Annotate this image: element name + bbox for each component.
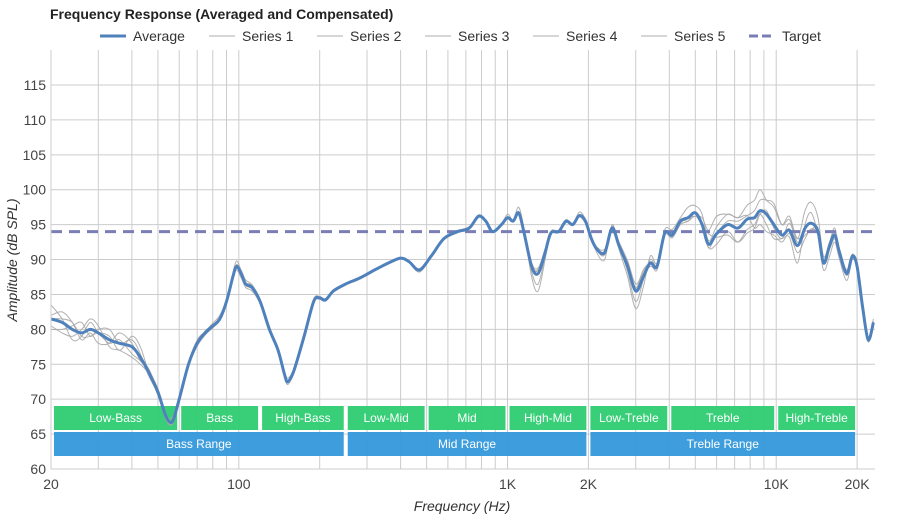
y-tick-label: 75 xyxy=(30,356,46,372)
chart-title: Frequency Response (Averaged and Compens… xyxy=(50,6,393,22)
legend-label: Series 5 xyxy=(674,28,726,44)
band-label: Bass Range xyxy=(166,437,232,451)
y-tick-label: 60 xyxy=(30,461,46,477)
y-tick-label: 65 xyxy=(30,426,46,442)
legend-label: Average xyxy=(133,28,185,44)
gridlines xyxy=(50,50,875,470)
x-tick-label: 10K xyxy=(764,476,790,492)
band-low-treble xyxy=(590,406,668,430)
legend-label: Series 3 xyxy=(458,28,510,44)
band-treble xyxy=(671,406,775,430)
band-label: Low-Treble xyxy=(599,411,659,425)
average-line xyxy=(51,209,875,425)
y-tick-label: 85 xyxy=(30,286,46,302)
legend: Average Series 1 Series 2 Series 3 Series 4 S… xyxy=(100,28,821,44)
legend-item-target: Target xyxy=(749,28,821,44)
y-tick-label: 90 xyxy=(30,252,46,268)
band-mid-range xyxy=(347,432,587,456)
frequency-bands: Low-Bass Bass High-Bass Low-Mid Mid High-Mid L… xyxy=(54,406,856,456)
band-high-treble xyxy=(778,406,856,430)
band-label: Low-Mid xyxy=(364,411,409,425)
y-axis-title: Amplitude (dB SPL) xyxy=(4,199,20,323)
band-bass xyxy=(181,406,259,430)
y-tick-label: 70 xyxy=(30,391,46,407)
band-high-bass xyxy=(262,406,344,430)
band-label: High-Bass xyxy=(275,411,330,425)
y-tick-label: 115 xyxy=(24,77,47,93)
legend-item-series-5: Series 5 xyxy=(641,28,726,44)
legend-item-average: Average xyxy=(100,28,185,44)
series-layer xyxy=(51,189,875,426)
legend-label: Series 2 xyxy=(350,28,402,44)
x-tick-label: 2K xyxy=(580,476,598,492)
y-tick-label: 110 xyxy=(24,112,47,128)
band-label: Low-Bass xyxy=(89,411,142,425)
band-low-mid xyxy=(347,406,425,430)
x-tick-label: 20K xyxy=(845,476,871,492)
y-tick-label: 100 xyxy=(23,182,47,198)
legend-item-series-3: Series 3 xyxy=(425,28,510,44)
band-label: Mid xyxy=(457,411,476,425)
band-label: High-Treble xyxy=(786,411,849,425)
band-mid xyxy=(428,406,506,430)
legend-item-series-1: Series 1 xyxy=(209,28,294,44)
band-label: Mid Range xyxy=(438,437,496,451)
x-axis-title: Frequency (Hz) xyxy=(414,498,510,514)
band-treble-range xyxy=(590,432,856,456)
x-tick-label: 20 xyxy=(43,476,59,492)
band-high-mid xyxy=(509,406,587,430)
band-bass-range xyxy=(54,432,344,456)
y-tick-label: 95 xyxy=(30,217,46,233)
x-tick-label: 100 xyxy=(227,476,251,492)
band-low-bass xyxy=(54,406,178,430)
legend-label: Series 1 xyxy=(242,28,294,44)
y-tick-label: 105 xyxy=(23,147,47,163)
band-label: High-Mid xyxy=(524,411,572,425)
legend-item-series-4: Series 4 xyxy=(533,28,618,44)
legend-label: Target xyxy=(782,28,821,44)
axes: 60 65 70 75 80 85 90 95 100 105 110 115 20 100 1K 2K 10K… xyxy=(23,50,875,492)
band-label: Treble Range xyxy=(687,437,760,451)
band-label: Treble xyxy=(706,411,740,425)
band-label: Bass xyxy=(206,411,233,425)
y-tick-label: 80 xyxy=(30,321,46,337)
legend-label: Series 4 xyxy=(566,28,618,44)
x-tick-label: 1K xyxy=(499,476,517,492)
legend-item-series-2: Series 2 xyxy=(317,28,402,44)
